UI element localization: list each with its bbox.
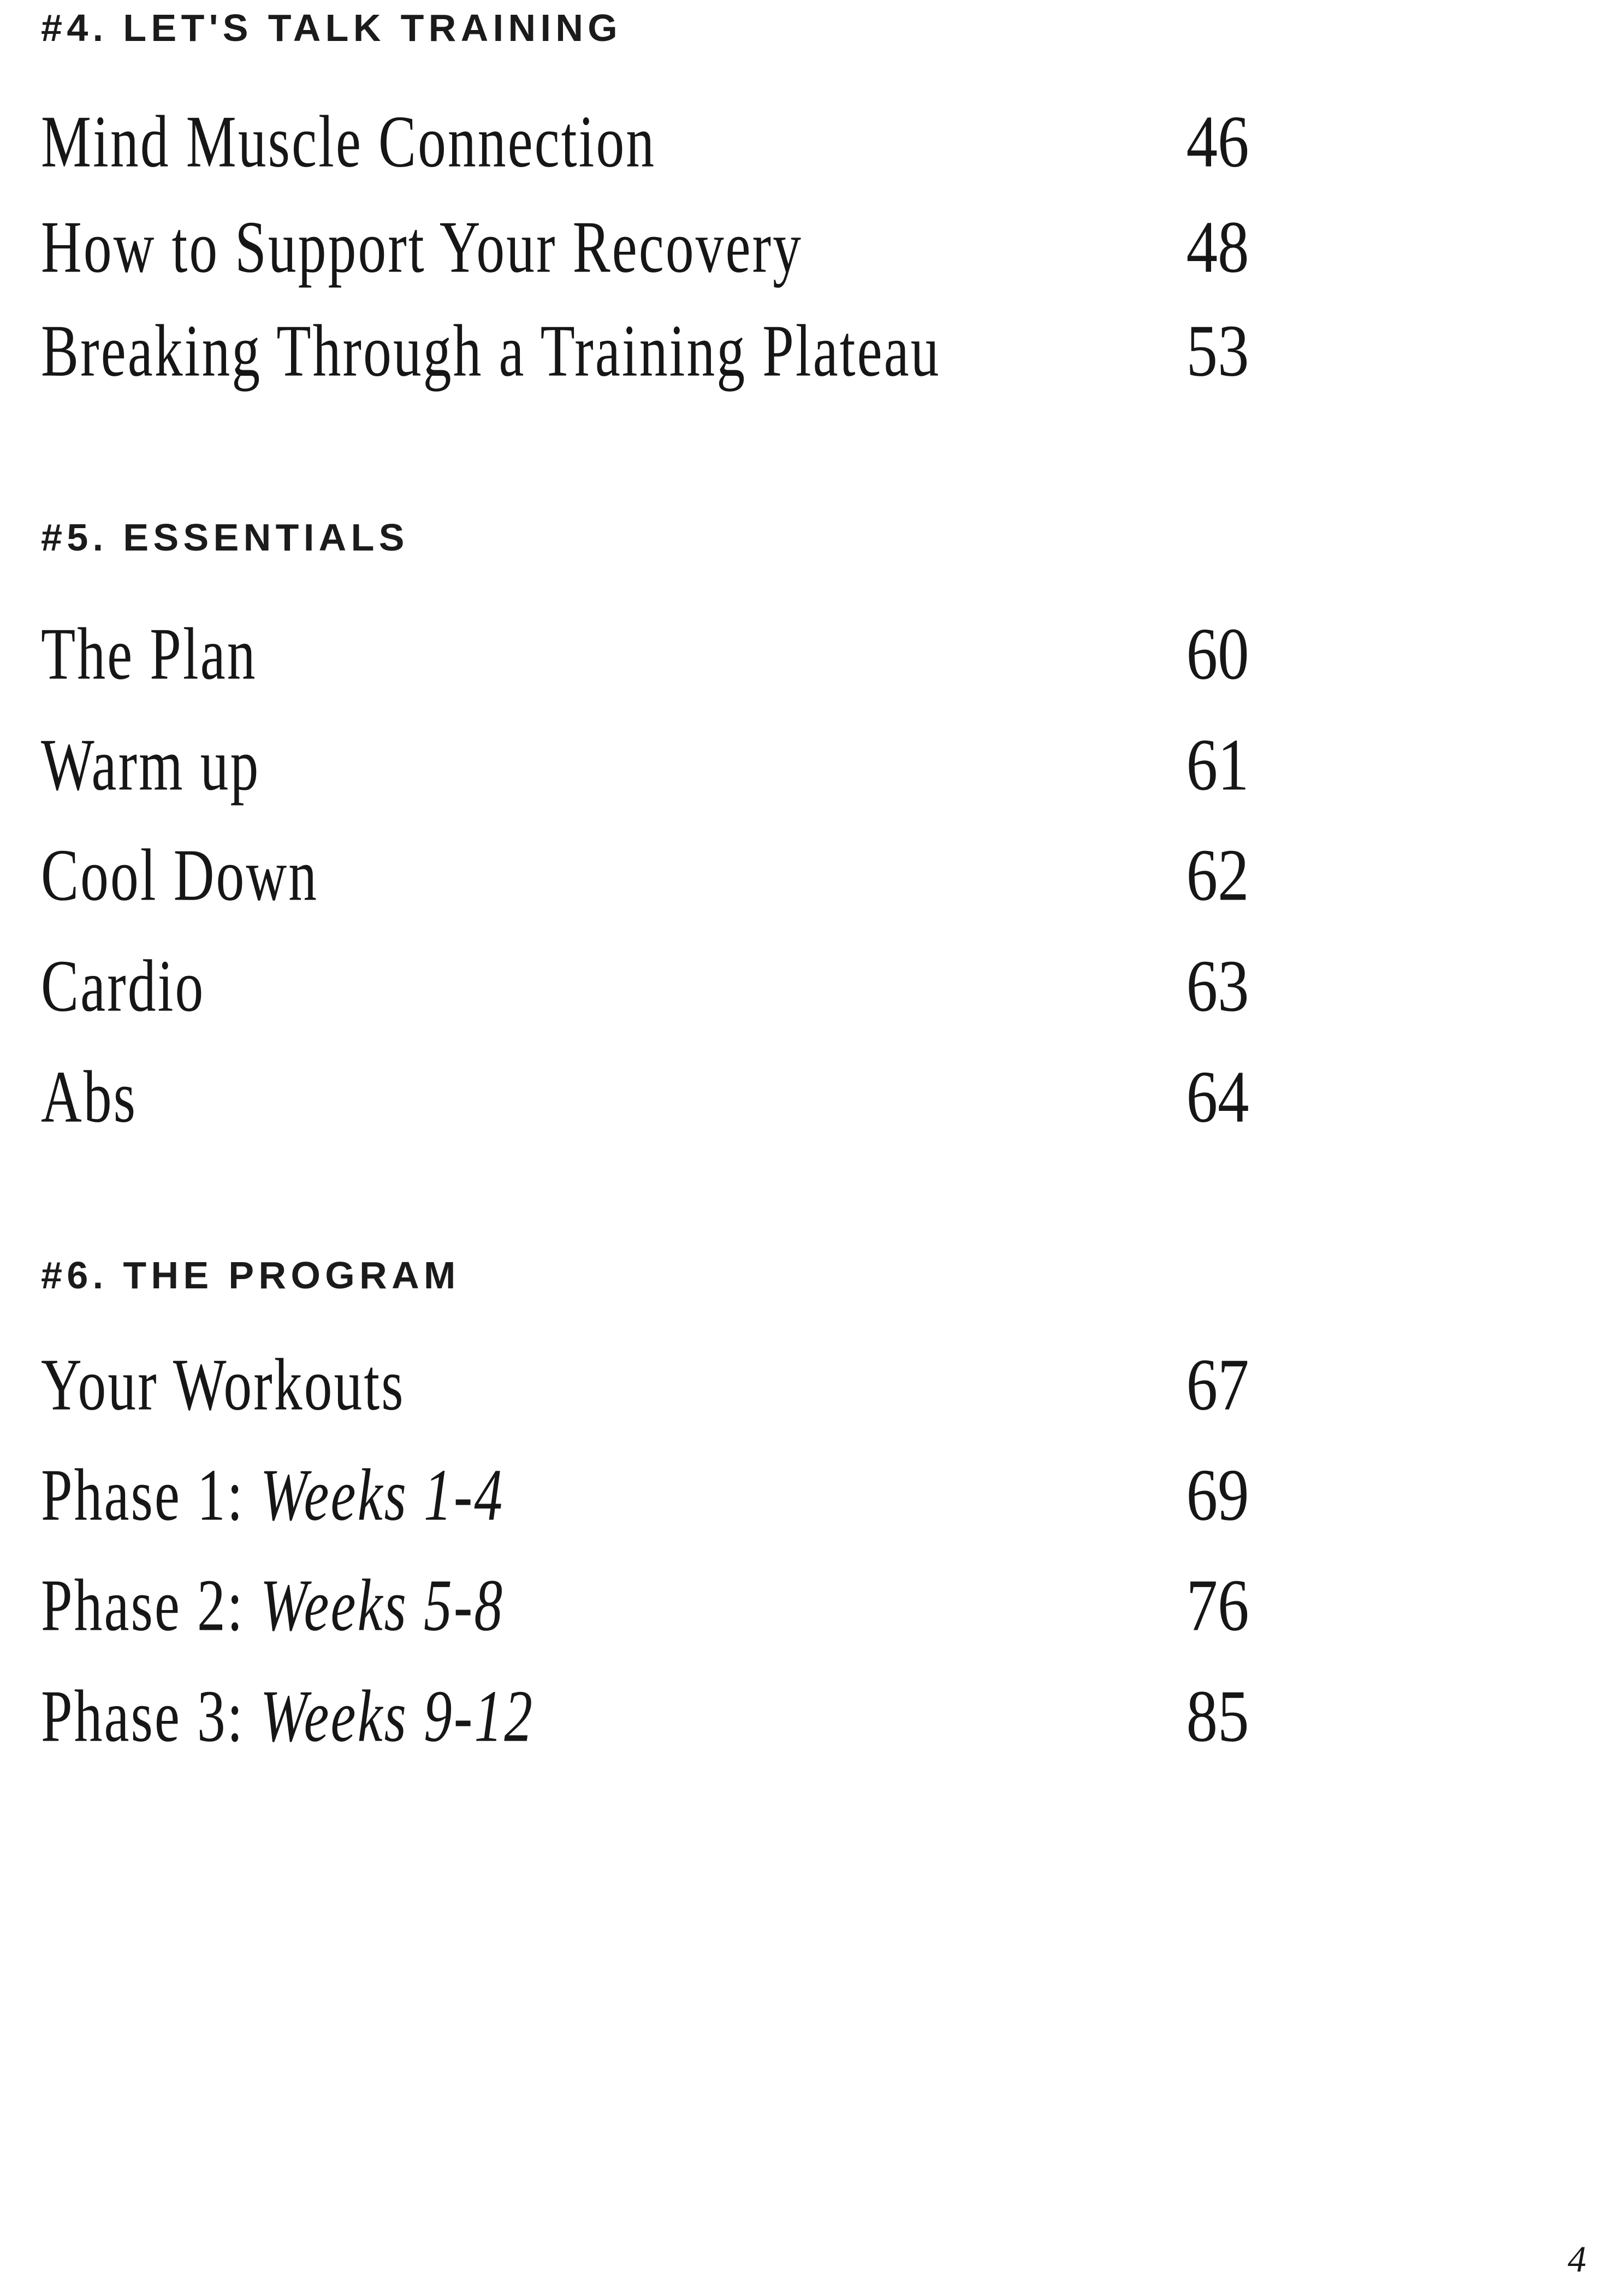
toc-item-title: Breaking Through a Training Plateau — [41, 313, 941, 388]
toc-item-title-text: How to Support Your Recovery — [41, 206, 803, 288]
toc-item-title: Your Workouts — [41, 1347, 405, 1422]
toc-item-title-text: Phase 1: — [41, 1454, 245, 1536]
toc-item-page: 46 — [1186, 100, 1249, 183]
toc-row: Phase 3: Weeks 9-12 85 — [41, 1679, 1256, 1753]
toc-item-page: 64 — [1186, 1056, 1249, 1138]
toc-item-page: 61 — [1186, 724, 1249, 806]
toc-row: Mind Muscle Connection 46 — [41, 104, 1256, 179]
toc-row: Cool Down 62 — [41, 838, 1256, 912]
toc-item-title-text: Abs — [41, 1056, 138, 1138]
toc-row: Cardio 63 — [41, 949, 1256, 1023]
toc-item-title-text: Phase 3: — [41, 1675, 245, 1757]
toc-item-subtitle-italic: Weeks 9-12 — [260, 1675, 535, 1757]
toc-item-page: 85 — [1186, 1675, 1249, 1757]
toc-item-title: Warm up — [41, 727, 260, 802]
toc-item-title: Phase 2: Weeks 5-8 — [41, 1568, 504, 1642]
toc-row: The Plan 60 — [41, 617, 1256, 691]
toc-item-title: How to Support Your Recovery — [41, 210, 803, 284]
toc-item-title-text: Phase 2: — [41, 1564, 245, 1647]
toc-row: How to Support Your Recovery 48 — [41, 210, 1256, 284]
toc-row: Breaking Through a Training Plateau 53 — [41, 313, 1256, 388]
toc-row: Your Workouts 67 — [41, 1347, 1256, 1422]
toc-item-title: Cardio — [41, 949, 205, 1023]
toc-item-title-text: Breaking Through a Training Plateau — [41, 310, 941, 392]
toc-item-page: 67 — [1186, 1344, 1249, 1426]
toc-item-page: 63 — [1186, 945, 1249, 1027]
toc-item-page: 62 — [1186, 834, 1249, 916]
page-number: 4 — [1568, 2238, 1586, 2280]
toc-item-title-text: Mind Muscle Connection — [41, 100, 656, 183]
toc-item-page: 48 — [1186, 206, 1249, 288]
toc-row: Phase 2: Weeks 5-8 76 — [41, 1568, 1256, 1642]
toc-item-page: 76 — [1186, 1564, 1249, 1647]
toc-item-title: Phase 3: Weeks 9-12 — [41, 1679, 534, 1753]
toc-item-title-text: Cardio — [41, 945, 205, 1027]
toc-item-title: The Plan — [41, 617, 257, 691]
toc-item-title: Mind Muscle Connection — [41, 104, 656, 179]
section-heading-4: #4. LET'S TALK TRAINING — [41, 7, 622, 49]
toc-item-title: Abs — [41, 1060, 137, 1134]
toc-item-page: 69 — [1186, 1454, 1249, 1536]
toc-row: Phase 1: Weeks 1-4 69 — [41, 1458, 1256, 1532]
toc-item-title: Phase 1: Weeks 1-4 — [41, 1458, 504, 1532]
toc-row: Abs 64 — [41, 1060, 1256, 1134]
section-heading-5: #5. ESSENTIALS — [41, 516, 409, 559]
toc-item-title-text: Your Workouts — [41, 1344, 405, 1426]
toc-row: Warm up 61 — [41, 727, 1256, 802]
toc-item-title-text: The Plan — [41, 613, 257, 695]
toc-item-title-text: Warm up — [41, 724, 260, 806]
toc-item-title-text: Cool Down — [41, 834, 319, 916]
toc-item-page: 60 — [1186, 613, 1249, 695]
toc-item-subtitle-italic: Weeks 1-4 — [260, 1454, 505, 1536]
toc-item-title: Cool Down — [41, 838, 318, 912]
toc-item-page: 53 — [1186, 310, 1249, 392]
toc-item-subtitle-italic: Weeks 5-8 — [260, 1564, 505, 1647]
section-heading-6: #6. THE PROGRAM — [41, 1254, 460, 1297]
